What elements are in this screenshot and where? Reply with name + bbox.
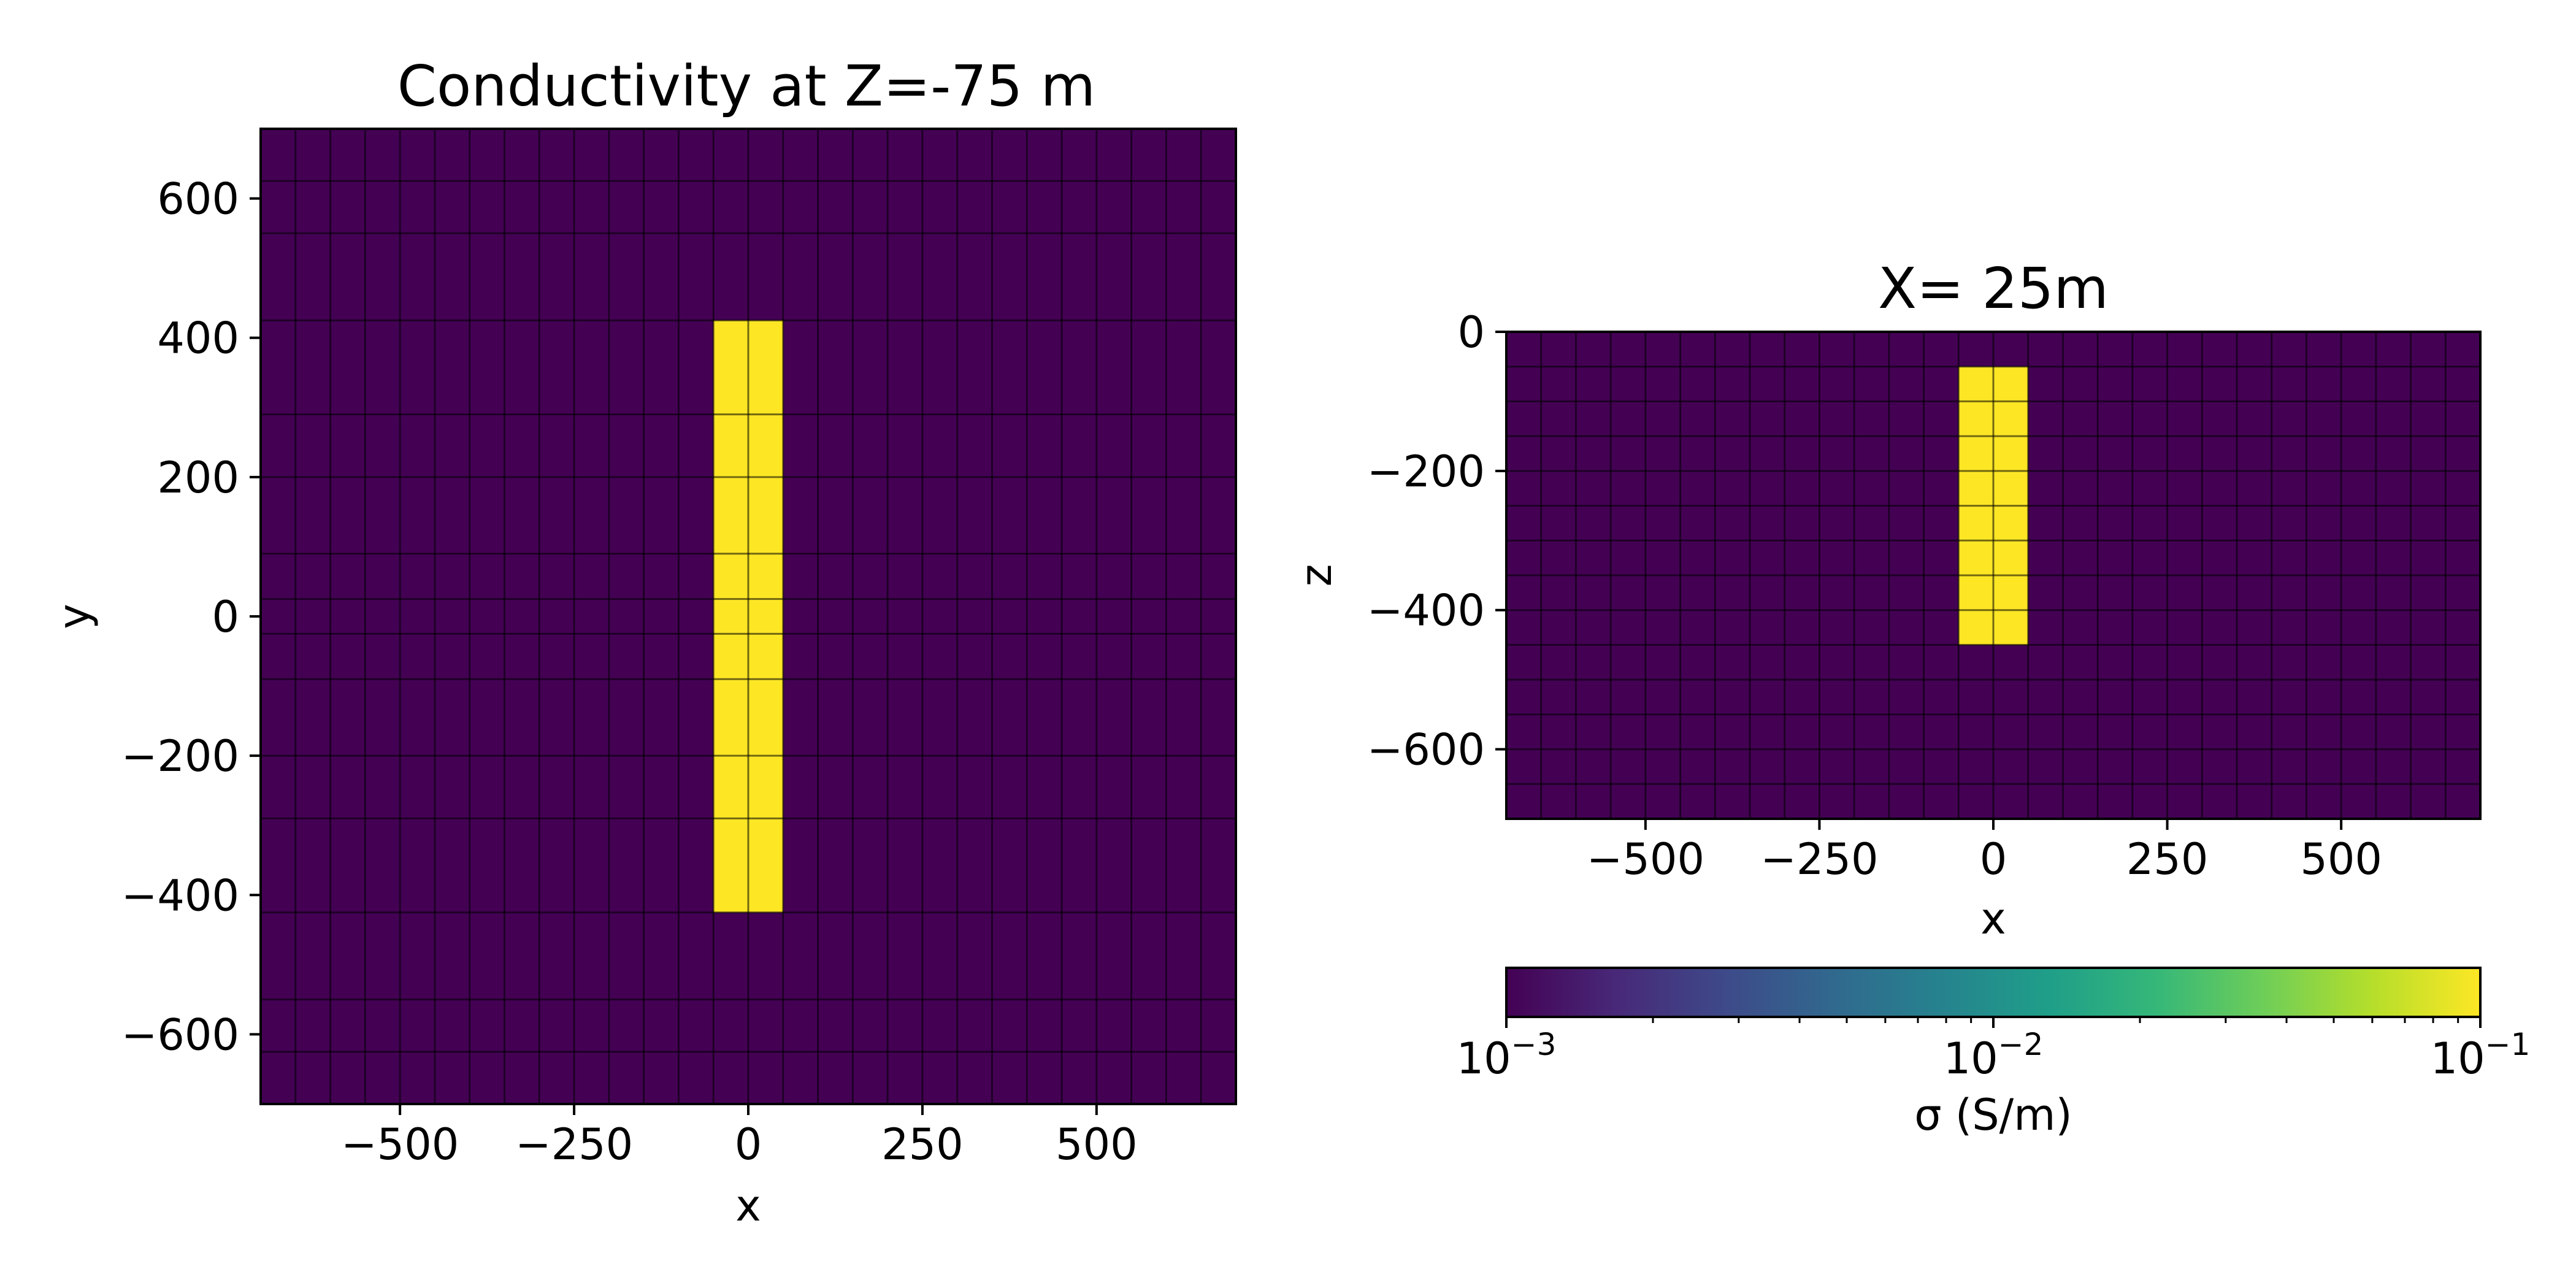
colorbar: 10−3 10−2 10−1 σ (S/m): [1457, 967, 2531, 1140]
plan-view-y-axis-label: y: [49, 604, 99, 629]
section-x-axis-label: x: [1980, 894, 2006, 944]
section-y-tick-label: −400: [1367, 586, 1485, 636]
colorbar-label: σ (S/m): [1914, 1090, 2072, 1140]
section-x-tick-label: −500: [1587, 834, 1704, 884]
section-y-tick-label: −200: [1367, 447, 1485, 497]
plan-view-x-tick-label: 500: [1056, 1119, 1138, 1170]
plan-view-y-ticks: 600 400 200 0 −200 −400 −600: [121, 174, 261, 1060]
section-y-axis-label: z: [1291, 564, 1341, 587]
plan-view-x-axis-label: x: [735, 1181, 761, 1231]
section-y-tick-label: 0: [1457, 307, 1485, 358]
colorbar-ticks: 10−3 10−2 10−1: [1457, 1017, 2531, 1084]
plan-view-y-tick-label: −200: [121, 731, 239, 781]
plan-view-x-tick-label: −500: [341, 1119, 459, 1170]
section-y-ticks: 0 −200 −400 −600: [1367, 307, 1506, 775]
colorbar-tick-label: 10−3: [1457, 1027, 1557, 1084]
plan-view-y-tick-label: −400: [121, 870, 239, 921]
plan-view-y-tick-label: −600: [121, 1010, 239, 1060]
colorbar-gradient: [1505, 967, 2482, 1018]
plan-view-x-ticks: −500 −250 0 250 500: [341, 1104, 1138, 1170]
plan-view-y-tick-label: 0: [212, 592, 239, 642]
colorbar-tick-label: 10−2: [1944, 1027, 2044, 1084]
colorbar-tick-label: 10−1: [2431, 1027, 2531, 1084]
section-x-tick-label: 500: [2300, 834, 2382, 884]
section-x-tick-label: 250: [2126, 834, 2209, 884]
section-x-tick-label: −250: [1760, 834, 1878, 884]
plan-view-x-tick-label: −250: [515, 1119, 633, 1170]
plan-view-x-tick-label: 250: [881, 1119, 964, 1170]
section-x-ticks: −500 −250 0 250 500: [1587, 819, 2382, 884]
plan-view-y-tick-label: 200: [157, 453, 239, 503]
plan-view-title: Conductivity at Z=-75 m: [397, 53, 1095, 119]
section-panel: X= 25m −500 −250 0 250 500 0 −200 −400 −600 x z: [1291, 256, 2482, 944]
plan-view-y-tick-label: 600: [157, 174, 239, 224]
section-y-tick-label: −600: [1367, 725, 1485, 775]
section-mesh-grid: [1505, 331, 2482, 820]
section-title: X= 25m: [1878, 256, 2109, 321]
plan-view-x-tick-label: 0: [735, 1119, 762, 1170]
plan-view-y-tick-label: 400: [157, 313, 239, 364]
plan-view-panel: Conductivity at Z=-75 m −500 −250 0 250 500 …: [49, 53, 1237, 1231]
section-x-tick-label: 0: [1980, 834, 2007, 884]
